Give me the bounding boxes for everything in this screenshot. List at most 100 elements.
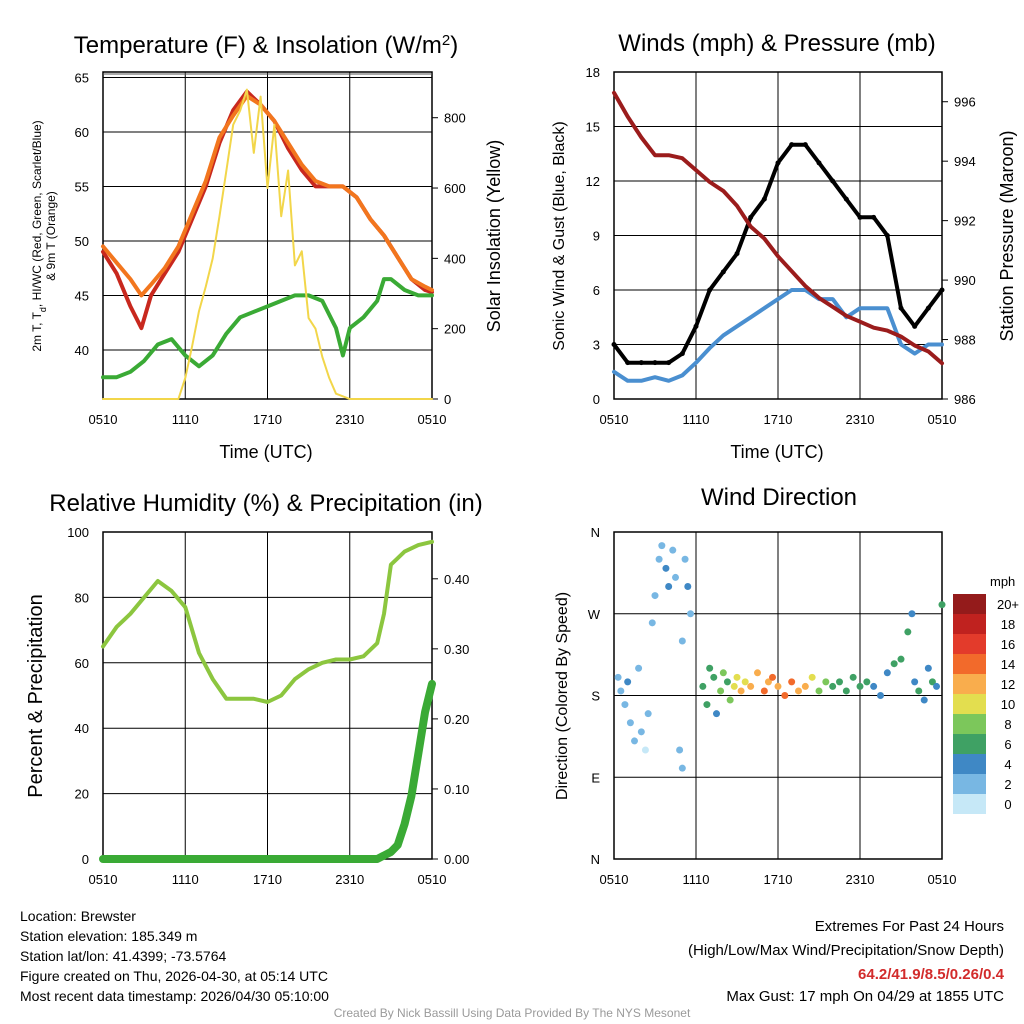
colorbar-label: 20+ xyxy=(997,597,1019,612)
colorbar-swatch xyxy=(953,694,986,714)
direction-point xyxy=(676,746,684,754)
x-tick-label: 1110 xyxy=(683,872,710,887)
direction-panel: Wind Direction Direction (Colored By Spe… xyxy=(554,484,956,887)
direction-point xyxy=(648,619,656,627)
y2-tick-label: 200 xyxy=(444,322,466,337)
direction-point xyxy=(877,692,884,699)
direction-point xyxy=(637,728,645,736)
y-tick-label: 3 xyxy=(593,338,600,353)
direction-point xyxy=(760,687,768,695)
y-tick-label: N xyxy=(591,852,600,867)
insolation-ylabel: Solar Insolation (Yellow) xyxy=(484,140,504,332)
y-tick-label: 40 xyxy=(75,343,89,358)
direction-point xyxy=(870,682,878,690)
direction-point xyxy=(908,610,916,618)
direction-point xyxy=(822,678,830,686)
direction-point xyxy=(890,660,898,668)
y-tick-label: 45 xyxy=(75,288,89,303)
series-sonic-wind xyxy=(612,288,944,383)
x-tick-label: 2310 xyxy=(335,412,364,427)
colorbar-label: 2 xyxy=(1004,777,1011,792)
direction-point xyxy=(920,696,928,704)
direction-point xyxy=(644,710,652,718)
gust-point xyxy=(761,196,767,202)
y-tick-label: 80 xyxy=(75,590,89,605)
direction-point xyxy=(897,655,905,663)
y2-tick-label: 800 xyxy=(444,111,466,126)
extremes-values: 64.2/41.9/8.5/0.26/0.4 xyxy=(858,966,1004,983)
direction-point xyxy=(904,628,912,636)
x-tick-label: 1710 xyxy=(253,872,282,887)
gust-point xyxy=(898,305,904,311)
plot-frame xyxy=(613,531,943,860)
gust-point xyxy=(830,178,836,184)
direction-title: Wind Direction xyxy=(701,484,857,511)
direction-point xyxy=(626,719,634,727)
series-9m-t xyxy=(101,94,434,298)
series-solar-insolation xyxy=(102,88,433,400)
gust-point xyxy=(939,287,945,293)
y-tick-label: 65 xyxy=(75,70,89,85)
series-station-pressure xyxy=(612,90,944,366)
direction-point xyxy=(655,555,663,563)
latlon-text: Station lat/lon: 41.4399; -73.5764 xyxy=(20,948,227,964)
y-tick-label: E xyxy=(591,770,600,785)
direction-point xyxy=(774,682,782,690)
colorbar-label: 8 xyxy=(1004,717,1011,732)
gust-point xyxy=(734,251,740,257)
humidity-panel: Relative Humidity (%) & Precipitation (i… xyxy=(25,490,483,887)
x-tick-label: 1710 xyxy=(253,412,282,427)
direction-point xyxy=(915,687,923,695)
direction-point xyxy=(703,701,711,709)
colorbar-label: 16 xyxy=(1001,637,1015,652)
direction-point xyxy=(678,637,686,645)
direction-point xyxy=(635,664,643,672)
direction-point xyxy=(706,664,714,672)
direction-point xyxy=(651,592,659,600)
colorbar-swatch xyxy=(953,614,986,634)
direction-point xyxy=(713,710,720,718)
x-tick-label: 1710 xyxy=(764,412,793,427)
y-tick-label: W xyxy=(588,607,601,622)
direction-point xyxy=(829,682,837,690)
gust-point xyxy=(871,214,877,220)
colorbar-swatch xyxy=(953,594,986,614)
colorbar-label: 18 xyxy=(1001,617,1015,632)
direction-point xyxy=(924,664,932,672)
gust-point xyxy=(925,305,931,311)
direction-point xyxy=(747,682,755,690)
direction-point xyxy=(665,583,673,590)
y2-tick-label: 400 xyxy=(444,251,466,266)
direction-point xyxy=(621,701,629,709)
direction-point xyxy=(795,687,802,695)
colorbar-label: 6 xyxy=(1004,737,1011,752)
created-text: Figure created on Thu, 2026-04-30, at 05… xyxy=(20,968,328,984)
direction-ylabel: Direction (Colored By Speed) xyxy=(554,592,571,800)
temperature-ylabel-line2: & 9m T (Orange) xyxy=(44,191,58,281)
direction-point xyxy=(933,682,941,690)
gust-point xyxy=(720,269,726,275)
direction-point xyxy=(883,669,891,677)
direction-point xyxy=(726,696,734,704)
gust-point xyxy=(638,360,644,366)
x-tick-label: 1110 xyxy=(172,872,199,887)
x-tick-label: 2310 xyxy=(846,872,875,887)
winds-ylabel: Sonic Wind & Gust (Blue, Black) xyxy=(551,121,568,350)
y2-tick-label: 0 xyxy=(444,392,451,407)
direction-point xyxy=(614,673,622,681)
direction-point xyxy=(631,737,638,745)
y2-tick-label: 992 xyxy=(954,214,976,229)
y-tick-label: 0 xyxy=(593,392,600,407)
y-tick-label: 20 xyxy=(75,787,89,802)
x-tick-label: 1110 xyxy=(172,412,199,427)
x-tick-label: 1110 xyxy=(683,412,710,427)
colorbar-swatch xyxy=(953,794,986,814)
direction-point xyxy=(808,673,816,681)
y-tick-label: 55 xyxy=(75,179,89,194)
temperature-ylabel: 2m T, Td, HI/WC (Red, Green, Scarlet/Blu… xyxy=(30,120,48,351)
gust-point xyxy=(802,142,808,148)
direction-point xyxy=(938,601,946,609)
x-tick-label: 0510 xyxy=(600,872,629,887)
x-tick-label: 0510 xyxy=(928,412,957,427)
